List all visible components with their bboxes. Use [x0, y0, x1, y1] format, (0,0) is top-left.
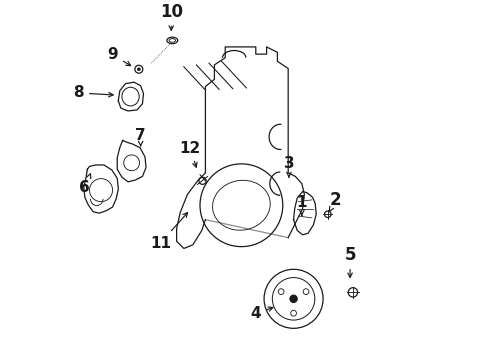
Text: 2: 2: [329, 191, 342, 212]
Text: 3: 3: [284, 156, 294, 177]
Text: 8: 8: [74, 85, 113, 100]
Text: 4: 4: [250, 306, 273, 321]
Text: 9: 9: [108, 47, 131, 66]
Text: 7: 7: [135, 127, 146, 146]
Text: 5: 5: [344, 246, 356, 278]
Circle shape: [290, 295, 297, 302]
Text: 1: 1: [296, 195, 307, 216]
Circle shape: [137, 67, 141, 71]
Text: 6: 6: [79, 174, 91, 195]
Text: 10: 10: [160, 3, 183, 30]
Text: 12: 12: [180, 141, 201, 167]
Text: 11: 11: [150, 213, 188, 251]
